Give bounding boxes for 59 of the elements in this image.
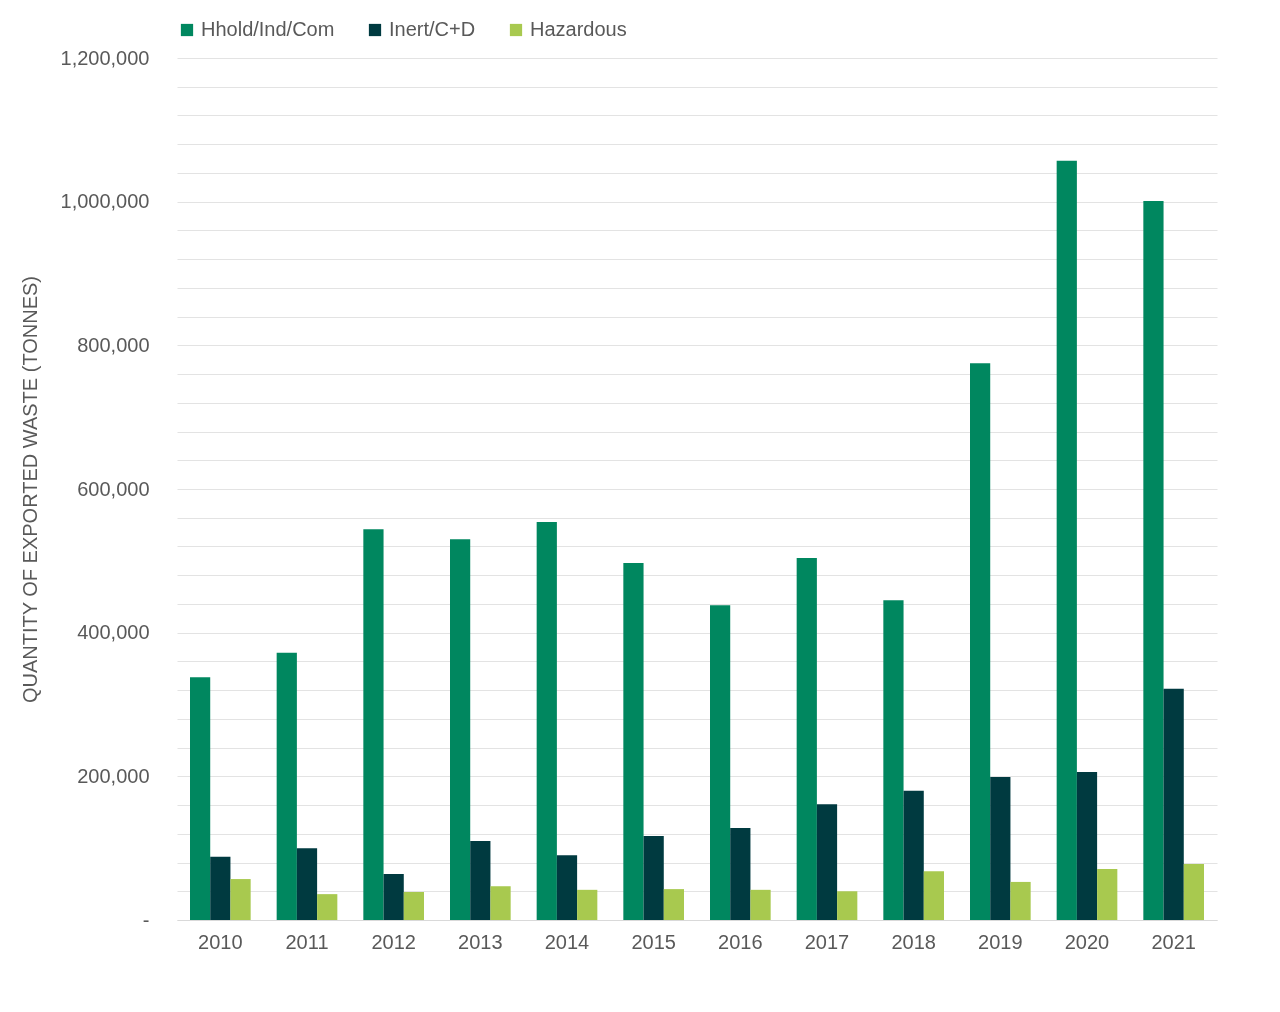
x-tick-label: 2013 <box>458 930 503 953</box>
bar <box>317 894 338 920</box>
bar <box>577 889 598 920</box>
x-tick-label: 2010 <box>198 930 243 953</box>
bar <box>556 855 578 920</box>
bar <box>750 889 771 920</box>
y-tick-label: 800,000 <box>77 333 150 356</box>
bar <box>1056 160 1077 920</box>
bar <box>210 856 231 920</box>
bar <box>403 891 424 920</box>
x-tick-label: 2017 <box>804 930 850 953</box>
bar <box>1183 863 1204 920</box>
x-tick-label: 2021 <box>1151 930 1196 953</box>
x-tick-label: 2014 <box>544 930 590 953</box>
bar <box>190 677 211 920</box>
bar <box>363 529 384 920</box>
bar <box>230 879 251 920</box>
bar <box>710 605 731 920</box>
x-tick-label: 2018 <box>891 930 936 953</box>
legend-label: Hazardous <box>530 18 627 40</box>
bar <box>643 835 664 920</box>
bar <box>730 828 751 920</box>
x-tick-label: 2011 <box>285 930 329 953</box>
x-tick-label: 2015 <box>631 930 676 953</box>
bar <box>796 557 817 920</box>
bar <box>816 804 838 920</box>
bar <box>970 363 991 920</box>
bar <box>990 777 1011 920</box>
bar <box>276 652 297 920</box>
bar <box>663 889 684 920</box>
x-tick-label: 2012 <box>371 930 416 953</box>
legend-label: Inert/C+D <box>389 18 476 40</box>
bar <box>536 522 557 920</box>
bar <box>1076 772 1098 920</box>
y-tick-label: 200,000 <box>77 764 150 787</box>
y-tick-label: 600,000 <box>77 477 150 500</box>
y-tick-label: 400,000 <box>77 621 150 644</box>
bar <box>1010 881 1031 920</box>
y-tick-label: 1,200,000 <box>60 46 150 69</box>
legend-label: Hhold/Ind/Com <box>201 18 335 40</box>
y-tick-label: - <box>142 908 150 931</box>
bar <box>450 539 471 920</box>
x-tick-label: 2019 <box>978 930 1023 953</box>
y-tick-label: 1,000,000 <box>60 190 150 213</box>
bar <box>490 886 511 920</box>
bar <box>1163 688 1184 920</box>
x-tick-label: 2016 <box>718 930 763 953</box>
bar <box>1143 200 1164 920</box>
x-tick-label: 2020 <box>1064 930 1110 953</box>
bar <box>623 562 644 920</box>
bar <box>883 600 904 920</box>
bar <box>296 848 318 920</box>
bar <box>470 840 491 920</box>
y-axis-title: QUANTITY OF EXPORTED WASTE (TONNES) <box>18 275 41 704</box>
bar <box>923 871 944 920</box>
bar <box>837 891 858 920</box>
bar <box>903 790 924 920</box>
bar <box>1097 869 1118 920</box>
bar <box>383 874 404 920</box>
